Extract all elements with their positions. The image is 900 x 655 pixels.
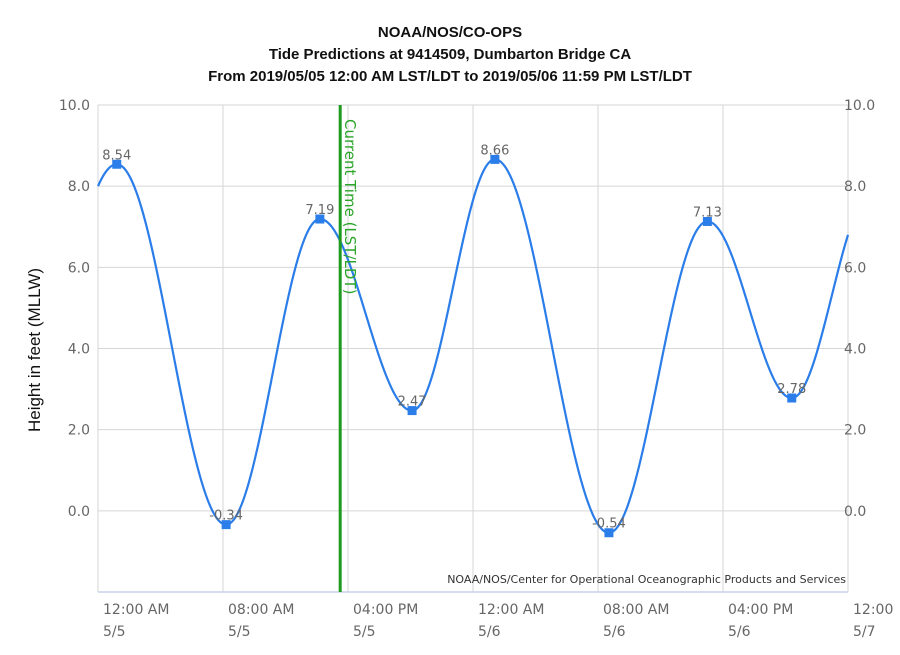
- chart-title-line-3: From 2019/05/05 12:00 AM LST/LDT to 2019…: [208, 68, 692, 85]
- x-tick-time: 04:00 PM: [353, 602, 418, 618]
- x-tick-date: 5/5: [228, 624, 251, 640]
- y-tick-label-left: 10.0: [59, 98, 90, 114]
- grid: [97, 104, 849, 593]
- x-tick-time: 12:00: [853, 602, 893, 618]
- y-tick-label-right: 0.0: [844, 504, 866, 520]
- chart-title-line-2: Tide Predictions at 9414509, Dumbarton B…: [269, 46, 631, 63]
- x-tick-time: 12:00 AM: [478, 602, 544, 618]
- y-tick-label-left: 0.0: [68, 504, 90, 520]
- x-tick-time: 08:00 AM: [603, 602, 669, 618]
- y-tick-label-right: 6.0: [844, 260, 866, 276]
- x-tick-time: 08:00 AM: [228, 602, 294, 618]
- y-tick-label-right: 2.0: [844, 423, 866, 439]
- y-ticks-left: 10.0 8.0 6.0 4.0 2.0 0.0: [59, 98, 90, 520]
- y-tick-label-right: 8.0: [844, 179, 866, 195]
- chart-title: NOAA/NOS/CO-OPS Tide Predictions at 9414…: [208, 24, 692, 85]
- extrema-labels: 8.54 -0.34 7.19 2.47 8.66 -0.54 7.13 2.78: [102, 143, 806, 531]
- x-tick-date: 5/5: [103, 624, 126, 640]
- extremum-value-label: -0.54: [592, 517, 626, 532]
- x-tick-date: 5/6: [478, 624, 501, 640]
- current-time-marker: Current Time (LST/LDT): [338, 105, 359, 592]
- extremum-value-label: -0.34: [209, 509, 243, 524]
- current-time-label: Current Time (LST/LDT): [341, 119, 359, 294]
- extremum-marker: [604, 528, 614, 538]
- chart-title-line-1: NOAA/NOS/CO-OPS: [378, 24, 522, 41]
- extremum-marker: [315, 214, 325, 224]
- extremum-value-label: 2.78: [777, 382, 806, 397]
- y-tick-label-left: 2.0: [68, 423, 90, 439]
- y-tick-label-left: 4.0: [68, 342, 90, 358]
- extremum-marker: [490, 154, 500, 164]
- extremum-value-label: 8.54: [102, 148, 131, 163]
- x-tick-date: 5/7: [853, 624, 876, 640]
- extremum-marker: [702, 216, 712, 226]
- x-ticks: 12:00 AM 5/5 08:00 AM 5/5 04:00 PM 5/5 12:00 A…: [103, 602, 893, 640]
- x-tick-time: 12:00 AM: [103, 602, 169, 618]
- extremum-value-label: 2.47: [398, 395, 427, 410]
- y-ticks-right: 10.0 8.0 6.0 4.0 2.0 0.0: [844, 98, 875, 520]
- extrema-points: [112, 154, 797, 538]
- y-axis-label: Height in feet (MLLW): [25, 268, 44, 432]
- extremum-marker: [112, 159, 122, 169]
- extremum-marker: [407, 406, 417, 416]
- extremum-marker: [221, 520, 231, 530]
- x-tick-time: 04:00 PM: [728, 602, 793, 618]
- y-tick-label-right: 10.0: [844, 98, 875, 114]
- y-tick-label-left: 8.0: [68, 179, 90, 195]
- extremum-value-label: 8.66: [480, 143, 509, 158]
- extremum-value-label: 7.13: [693, 205, 722, 220]
- y-tick-label-left: 6.0: [68, 260, 90, 276]
- extremum-value-label: 7.19: [305, 203, 334, 218]
- x-tick-date: 5/6: [728, 624, 751, 640]
- y-tick-label-right: 4.0: [844, 342, 866, 358]
- x-tick-date: 5/5: [353, 624, 376, 640]
- credit-text: NOAA/NOS/Center for Operational Oceanogr…: [447, 573, 846, 586]
- x-tick-date: 5/6: [603, 624, 626, 640]
- extremum-marker: [787, 393, 797, 403]
